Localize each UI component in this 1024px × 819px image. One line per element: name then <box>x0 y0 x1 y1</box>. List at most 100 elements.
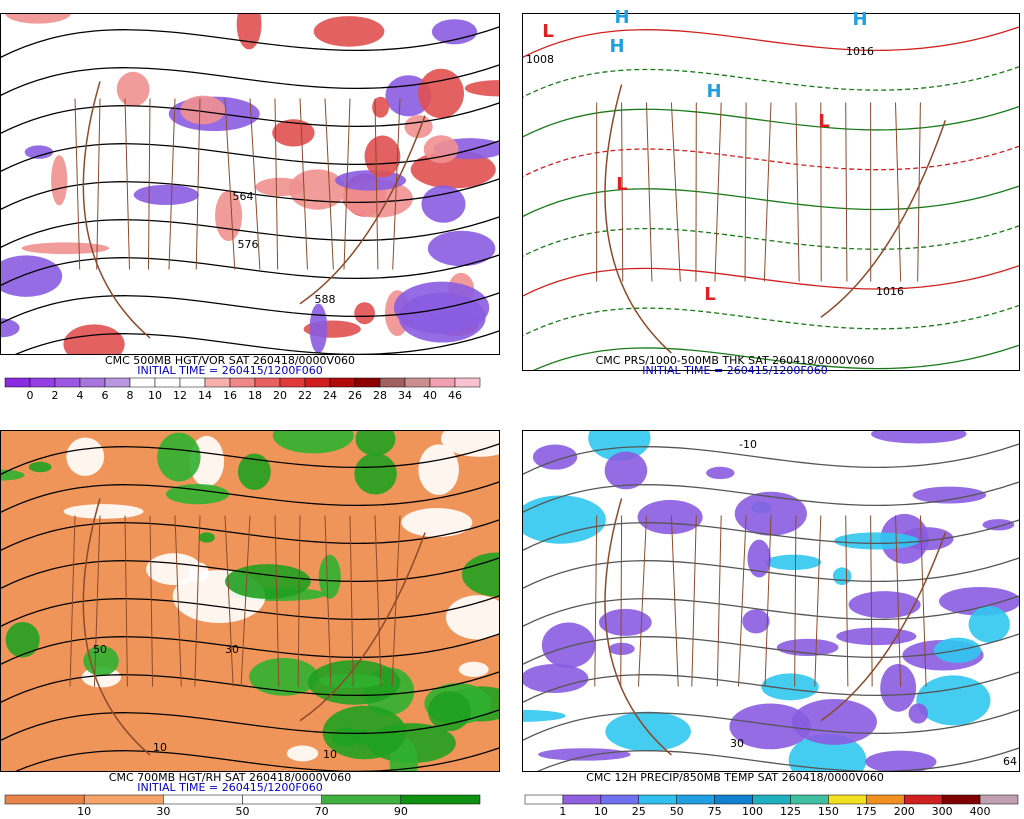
contour <box>0 253 500 287</box>
border <box>297 515 301 687</box>
contour <box>12 329 500 355</box>
map-label: 30 <box>730 737 744 750</box>
field-blob <box>237 453 271 491</box>
field-blob <box>372 96 389 118</box>
border <box>870 515 873 687</box>
border <box>147 98 151 270</box>
colorbar-label: 75 <box>708 805 722 818</box>
field-blob <box>598 608 652 636</box>
field-blob <box>319 673 384 689</box>
colorbar-swatch <box>204 377 231 388</box>
colorbar-swatch <box>790 794 829 805</box>
colorbar-label: 10 <box>77 805 91 818</box>
colorbar-label: 18 <box>248 389 262 402</box>
border <box>93 515 101 687</box>
border <box>168 98 176 270</box>
contour <box>522 594 1020 628</box>
border <box>646 102 653 282</box>
colorbar-label: 22 <box>298 389 312 402</box>
map-label: 1016 <box>876 285 904 298</box>
colorbar-swatch <box>524 794 564 805</box>
colorbar-label: 175 <box>856 805 877 818</box>
colorbar-label: 100 <box>742 805 763 818</box>
field-blob <box>418 444 459 495</box>
field-blob <box>431 19 478 45</box>
panel-caption: CMC 700MB HGT/RH SAT 260418/0000V060 <box>109 771 351 784</box>
border <box>194 515 201 687</box>
map-frame <box>522 430 1020 772</box>
field-blob <box>734 491 807 536</box>
border <box>814 515 822 687</box>
field-blob <box>63 504 144 519</box>
colorbar-swatch <box>379 377 406 388</box>
border <box>714 102 722 282</box>
colorbar-label: 2 <box>52 389 59 402</box>
field-blob <box>532 444 578 470</box>
field-blob <box>5 621 40 658</box>
contour <box>522 25 1020 59</box>
contour <box>522 480 1020 514</box>
contour <box>0 708 500 742</box>
field-blob <box>0 255 63 297</box>
border <box>96 98 101 270</box>
border <box>299 98 308 270</box>
field-blob <box>791 698 877 745</box>
field-blob <box>66 437 105 476</box>
border <box>124 98 131 270</box>
border <box>324 515 332 687</box>
border <box>919 515 927 687</box>
panel-caption: CMC 500MB HGT/VOR SAT 260418/0000V060 <box>105 354 355 367</box>
field-blob <box>522 664 589 693</box>
contour <box>522 224 1020 258</box>
colorbar-swatch <box>179 377 206 388</box>
contour <box>522 670 1020 704</box>
colorbar-swatch <box>828 794 867 805</box>
border <box>149 515 154 687</box>
field-blob <box>865 750 937 772</box>
field-blob <box>21 242 110 255</box>
map-label: 564 <box>233 190 254 203</box>
field-blob <box>916 675 991 726</box>
field-blob <box>133 184 199 205</box>
field-blob <box>427 691 471 732</box>
colorbar-label: 10 <box>148 389 162 402</box>
colorbar-label: 1 <box>559 805 566 818</box>
contour <box>534 746 1020 772</box>
border <box>738 515 747 687</box>
field-blob <box>421 185 466 223</box>
field-blob <box>24 145 54 159</box>
colorbar-swatch <box>638 794 677 805</box>
colorbar-label: 70 <box>315 805 329 818</box>
colorbar-label: 200 <box>894 805 915 818</box>
field-blob <box>761 673 819 701</box>
field-blob <box>423 135 459 164</box>
border <box>324 98 334 270</box>
contour <box>522 264 1020 298</box>
map-label: 50 <box>93 643 107 656</box>
colorbar-swatch <box>941 794 981 805</box>
field-blob <box>938 586 1020 616</box>
map-label: 1016 <box>846 45 874 58</box>
map-panel <box>522 430 1020 772</box>
field-blob <box>5 13 71 24</box>
field-blob <box>742 609 770 634</box>
colorbar-swatch <box>404 377 431 388</box>
field-blob <box>309 303 328 354</box>
colorbar-swatch <box>29 377 56 388</box>
contour <box>522 184 1020 218</box>
field-blob <box>401 507 473 538</box>
map-frame <box>0 430 500 772</box>
contour <box>0 139 500 173</box>
colorbar-label: 50 <box>670 805 684 818</box>
contour <box>0 101 500 135</box>
field-blob <box>63 324 125 355</box>
field-blob <box>538 748 631 761</box>
border <box>374 515 382 687</box>
colorbar-swatch <box>752 794 791 805</box>
map-label: L <box>616 174 627 195</box>
map-panel <box>0 13 500 355</box>
field-blob <box>912 486 987 504</box>
border <box>620 515 623 687</box>
field-blob <box>522 709 566 722</box>
field-blob <box>747 539 771 578</box>
